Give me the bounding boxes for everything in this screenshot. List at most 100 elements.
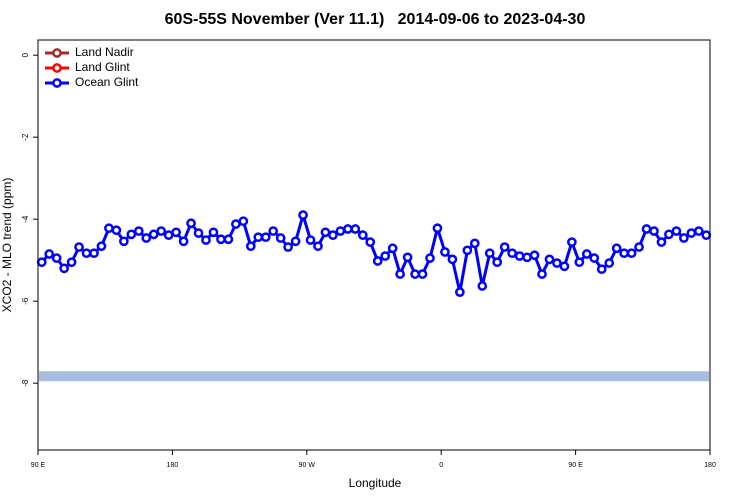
- data-point: [537, 269, 547, 279]
- data-point: [484, 248, 495, 259]
- chart-title: 60S-55S November (Ver 11.1) 2014-09-06 t…: [165, 11, 586, 28]
- data-point: [701, 230, 712, 241]
- x-tick-label: 180: [167, 462, 179, 469]
- data-point: [238, 216, 249, 227]
- data-point: [514, 251, 525, 261]
- data-point: [544, 254, 555, 265]
- data-point: [66, 257, 77, 268]
- legend-label: Land Glint: [75, 60, 130, 74]
- data-point: [231, 219, 241, 229]
- series-line: [40, 209, 707, 293]
- data-point: [44, 249, 55, 259]
- data-point: [671, 226, 682, 236]
- data-point: [275, 233, 286, 243]
- data-point: [283, 242, 293, 252]
- data-point: [611, 243, 622, 254]
- data-point: [156, 226, 167, 236]
- x-tick-label: 90 E: [31, 462, 46, 469]
- data-point: [313, 241, 323, 252]
- data-point: [417, 269, 428, 279]
- data-point: [141, 233, 152, 243]
- data-point: [626, 248, 637, 259]
- data-point: [163, 230, 174, 241]
- data-point: [462, 245, 473, 256]
- data-point: [679, 233, 689, 243]
- data-point: [372, 256, 383, 266]
- data-point: [641, 224, 652, 234]
- legend-label: Land Nadir: [75, 45, 134, 59]
- x-axis-label: Longitude: [349, 476, 402, 490]
- data-point: [148, 229, 159, 240]
- data-point: [365, 237, 376, 247]
- data-point: [440, 247, 450, 257]
- data-point: [522, 252, 532, 263]
- data-point: [596, 264, 607, 275]
- data-point: [193, 228, 204, 238]
- data-point: [649, 226, 659, 236]
- data-point: [126, 229, 137, 240]
- x-tick-label: 0: [439, 462, 443, 469]
- data-point: [529, 250, 540, 261]
- data-point: [74, 242, 84, 252]
- data-point: [111, 225, 122, 236]
- x-tick-label: 180: [704, 462, 716, 469]
- data-point: [223, 234, 234, 245]
- data-point: [253, 232, 264, 243]
- data-point: [455, 287, 465, 297]
- data-point: [499, 242, 510, 252]
- plot-frame: [37, 39, 711, 451]
- data-point: [186, 218, 196, 229]
- data-point: [96, 241, 107, 252]
- data-point: [36, 257, 47, 268]
- data-point: [581, 249, 592, 259]
- data-point: [634, 242, 644, 252]
- data-point: [559, 261, 570, 272]
- data-point: [216, 234, 226, 245]
- data-point: [245, 241, 256, 252]
- data-point: [208, 227, 219, 238]
- data-point: [104, 223, 114, 234]
- y-tick-label: -6: [21, 297, 30, 305]
- data-point: [201, 235, 211, 245]
- data-point: [567, 237, 577, 247]
- data-point: [432, 223, 443, 234]
- data-point: [425, 253, 435, 263]
- data-point: [320, 227, 331, 238]
- legend-marker: [52, 63, 62, 73]
- data-point: [290, 236, 301, 247]
- data-point: [686, 228, 697, 238]
- y-axis-label: XCO2 - MLO trend (ppm): [0, 178, 14, 313]
- data-point: [395, 269, 405, 279]
- y-tick-label: -8: [21, 379, 30, 387]
- data-point: [171, 227, 181, 238]
- data-point: [328, 230, 338, 241]
- legend-marker: [52, 78, 62, 88]
- data-point: [133, 226, 144, 236]
- data-point: [589, 253, 600, 263]
- data-point: [619, 248, 629, 259]
- legend-marker: [52, 48, 62, 58]
- data-point: [51, 253, 62, 263]
- data-point: [492, 257, 503, 268]
- data-point: [656, 237, 667, 247]
- data-point: [469, 238, 480, 249]
- data-point: [350, 224, 361, 234]
- y-tick-label: -2: [21, 133, 30, 141]
- data-point: [119, 236, 129, 247]
- data-point: [552, 258, 562, 268]
- data-point: [357, 230, 368, 241]
- data-point: [507, 248, 517, 259]
- y-tick-label: -4: [21, 215, 30, 223]
- x-tick-label: 90 W: [299, 462, 316, 469]
- data-point: [604, 258, 615, 268]
- data-point: [693, 226, 704, 236]
- data-point: [81, 248, 92, 259]
- y-tick-label: 0: [21, 52, 30, 57]
- data-point: [380, 251, 391, 261]
- data-point: [574, 257, 585, 268]
- x-tick-label: 90 E: [568, 462, 583, 469]
- data-point: [89, 248, 99, 259]
- data-point: [447, 254, 458, 265]
- data-point: [178, 236, 189, 247]
